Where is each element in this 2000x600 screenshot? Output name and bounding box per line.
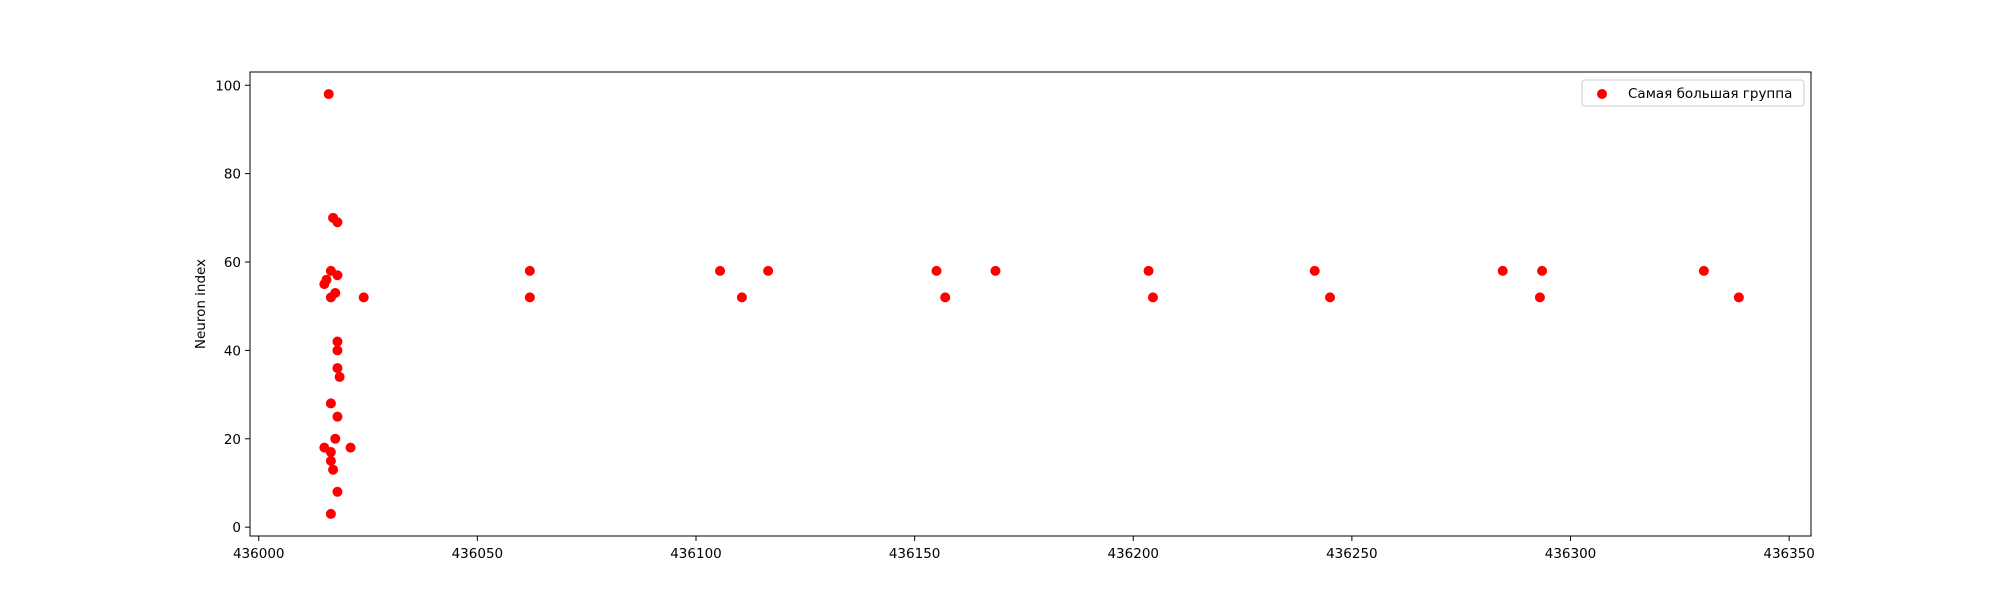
x-tick-label: 436250 <box>1326 546 1378 562</box>
data-point <box>332 411 343 422</box>
y-tick-label: 60 <box>224 255 241 271</box>
data-point <box>325 447 336 458</box>
data-point <box>332 345 343 356</box>
legend-box <box>1581 79 1805 107</box>
data-point <box>358 292 369 303</box>
y-tick-label: 0 <box>232 520 241 536</box>
legend: Самая большая группа <box>1581 79 1805 107</box>
data-point <box>332 217 343 228</box>
data-point <box>325 508 336 519</box>
x-tick-label: 436000 <box>233 546 285 562</box>
data-point <box>1537 265 1548 276</box>
data-point <box>715 265 726 276</box>
data-point <box>325 292 336 303</box>
legend-marker <box>1597 89 1607 99</box>
x-tick-label: 436100 <box>670 546 722 562</box>
data-point <box>334 371 345 382</box>
x-tick-label: 436350 <box>1763 546 1815 562</box>
data-point <box>1147 292 1158 303</box>
data-point <box>332 486 343 497</box>
x-tick-label: 436200 <box>1107 546 1159 562</box>
data-point <box>1325 292 1336 303</box>
data-point <box>940 292 951 303</box>
x-tick-label: 436300 <box>1545 546 1597 562</box>
data-point <box>1309 265 1320 276</box>
data-point <box>990 265 1001 276</box>
data-point <box>931 265 942 276</box>
data-point <box>1698 265 1709 276</box>
plot-frame <box>249 71 1812 537</box>
data-point <box>524 292 535 303</box>
data-point <box>736 292 747 303</box>
y-axis-ticks: 0 20 40 60 80 100 <box>215 78 250 536</box>
x-axis-ticks: 436000 436050 436100 436150 436200 436250 4363… <box>233 536 1815 562</box>
data-point <box>524 265 535 276</box>
data-point <box>763 265 774 276</box>
data-point <box>1497 265 1508 276</box>
data-point <box>325 398 336 409</box>
x-tick-label: 436150 <box>889 546 941 562</box>
legend-label: Самая большая группа <box>1628 86 1792 102</box>
data-point <box>345 442 356 453</box>
data-point <box>1143 265 1154 276</box>
data-point <box>328 464 339 475</box>
y-axis-label: Neuron index <box>193 259 209 349</box>
y-tick-label: 20 <box>224 432 241 448</box>
data-points <box>319 89 1744 519</box>
x-tick-label: 436050 <box>452 546 504 562</box>
data-point <box>332 270 343 281</box>
data-point <box>323 89 334 100</box>
data-point <box>325 455 336 466</box>
data-point <box>330 433 341 444</box>
y-tick-label: 80 <box>224 167 241 183</box>
data-point <box>321 274 332 285</box>
data-point <box>332 336 343 347</box>
data-point <box>332 363 343 374</box>
y-tick-label: 100 <box>215 78 241 94</box>
data-point <box>1733 292 1744 303</box>
data-point <box>1534 292 1545 303</box>
y-tick-label: 40 <box>224 343 241 359</box>
